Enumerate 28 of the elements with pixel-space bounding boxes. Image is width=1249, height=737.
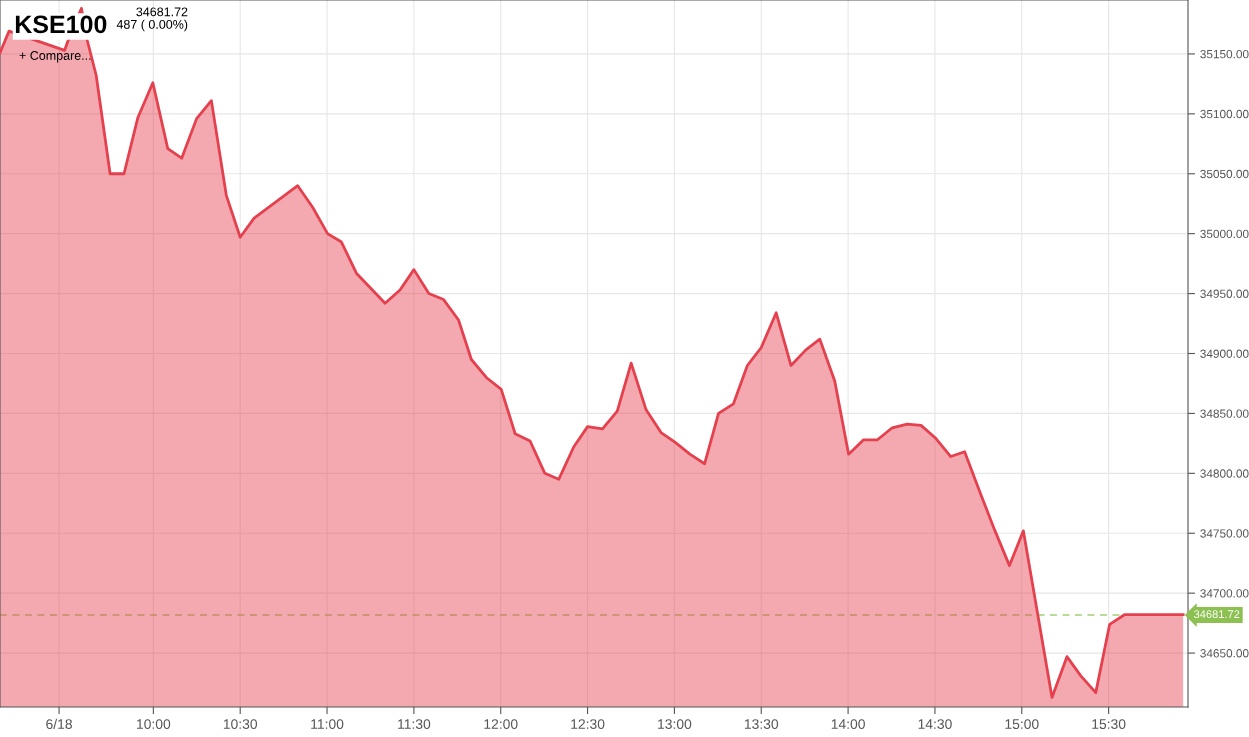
y-tick-label: 34850.00 [1200,409,1249,418]
y-tick-label: 34750.00 [1200,529,1249,538]
x-tick-label: 12:00 [484,719,518,730]
x-tick-label: 15:00 [1005,719,1039,730]
x-tick-label: 11:30 [398,719,431,730]
x-tick-label: 14:30 [918,719,952,730]
x-tick-label: 13:30 [744,719,779,730]
x-tick-label: 13:00 [658,719,692,730]
y-tick-label: 35050.00 [1200,169,1249,179]
text: 34681.72 487 ( 0.00%) [116,7,188,32]
y-tick-label: 34800.00 [1200,469,1249,478]
y-tick-label: 35000.00 [1200,229,1249,239]
ref-line-label: 34681.72 [1193,610,1240,619]
y-tick-label: 34700.00 [1200,589,1249,598]
x-tick-label: 6/18 [46,718,72,730]
x-tick-label: 10:30 [223,719,258,730]
x-tick-label: 15:30 [1092,719,1126,730]
x-tick-label: 10:00 [137,719,171,730]
y-tick-label: 35150.00 [1200,49,1249,59]
annotation: + Compare... [19,51,91,63]
x-tick-label: 11:00 [311,719,344,730]
y-tick-label: 34950.00 [1200,289,1249,298]
y-tick-label: 34650.00 [1200,649,1249,658]
x-tick-label: 14:00 [831,719,865,730]
y-tick-label: 34900.00 [1200,349,1249,358]
chart-title: KSE100 [15,15,107,34]
y-tick-label: 35100.00 [1200,109,1249,119]
x-tick-label: 12:30 [571,719,605,730]
